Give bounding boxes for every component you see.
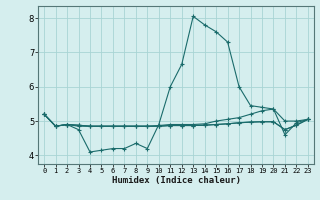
X-axis label: Humidex (Indice chaleur): Humidex (Indice chaleur)	[111, 176, 241, 185]
